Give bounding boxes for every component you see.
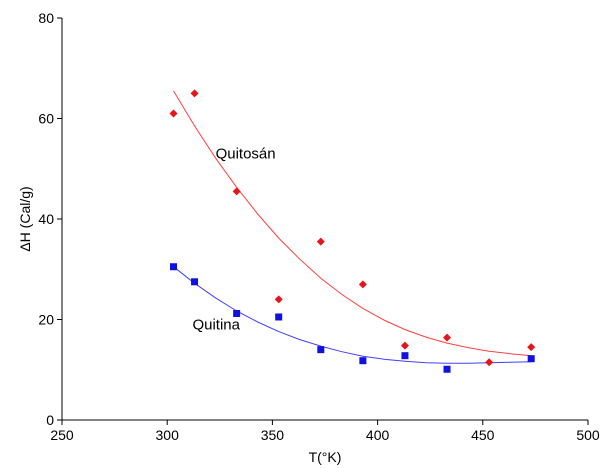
- x-tick-label: 250: [50, 427, 74, 443]
- tick-marks: [57, 17, 589, 425]
- x-tick-label: 400: [366, 427, 390, 443]
- y-tick-label: 20: [38, 312, 54, 328]
- data-point-quitosan: [485, 358, 494, 367]
- data-point-quitina: [359, 357, 367, 365]
- data-point-quitosan: [358, 280, 367, 289]
- y-tick-label: 60: [38, 111, 54, 127]
- y-tick-label: 40: [38, 211, 54, 227]
- data-point-quitosan: [316, 237, 325, 246]
- y-axis-title: ΔH (Cal/g): [17, 186, 33, 251]
- data-point-quitina: [401, 352, 409, 360]
- data-point-quitina: [317, 346, 325, 354]
- tick-labels: 250 300 350 400 450 500 0 20 40 60 80: [38, 10, 599, 443]
- data-point-quitosan: [443, 333, 452, 342]
- x-axis-title: T(°K): [309, 449, 342, 465]
- x-tick-label: 500: [576, 427, 600, 443]
- data-point-quitina: [527, 355, 535, 363]
- data-point-quitina: [233, 309, 241, 317]
- data-point-quitina: [191, 278, 199, 286]
- data-point-quitosan: [527, 343, 536, 352]
- data-point-quitosan: [232, 187, 241, 196]
- data-point-quitosan: [400, 341, 409, 350]
- x-tick-label: 300: [156, 427, 180, 443]
- series-quitina: [170, 263, 535, 373]
- data-point-quitosan: [274, 295, 283, 304]
- y-tick-label: 0: [46, 412, 54, 428]
- axes: [61, 18, 588, 421]
- fit-curve-quitosan: [173, 90, 532, 357]
- data-point-quitina: [170, 263, 178, 271]
- data-point-quitosan: [190, 89, 199, 98]
- x-tick-label: 350: [261, 427, 285, 443]
- fit-curves: [173, 90, 532, 364]
- data-point-quitina: [443, 365, 451, 373]
- annotation-quitina: Quitina: [192, 317, 240, 334]
- x-tick-label: 450: [471, 427, 495, 443]
- annotation-quitosan: Quitosán: [216, 146, 276, 163]
- fit-curve-quitina: [173, 266, 532, 364]
- data-markers: [169, 89, 536, 373]
- y-tick-label: 80: [38, 10, 54, 26]
- data-point-quitina: [275, 313, 283, 321]
- series-quitosan: [169, 89, 536, 367]
- data-point-quitosan: [169, 109, 178, 118]
